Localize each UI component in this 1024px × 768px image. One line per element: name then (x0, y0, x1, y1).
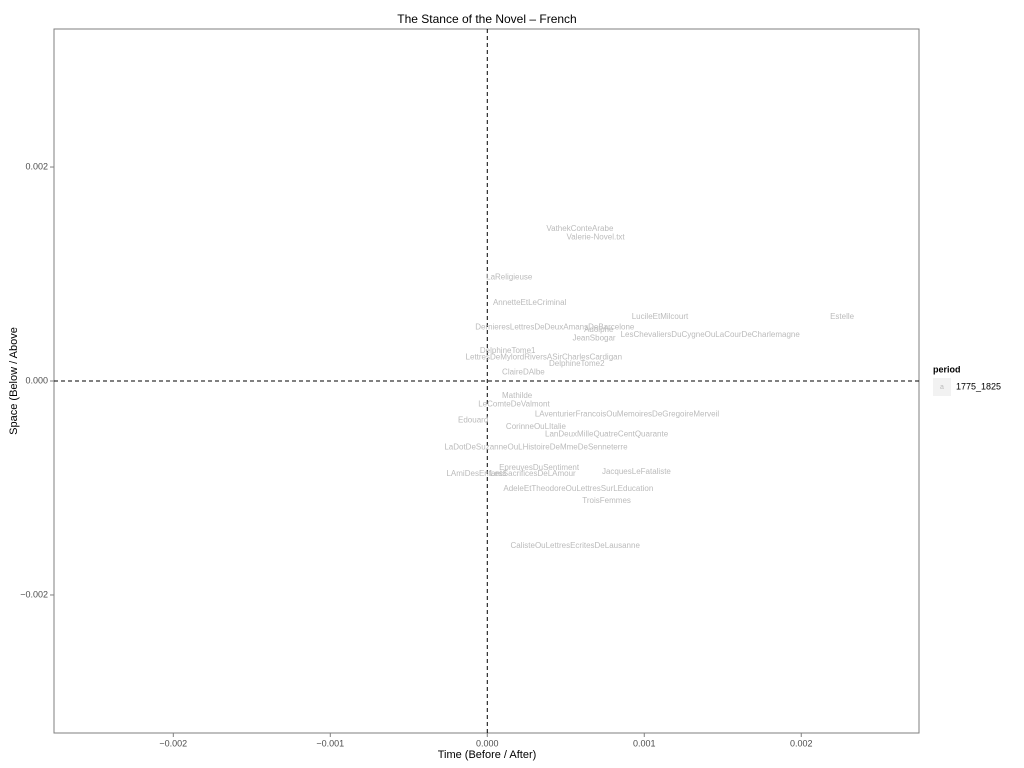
y-tick-label: 0.000 (25, 375, 48, 385)
point-label: LAventurierFrancoisOuMemoiresDeGregoireM… (535, 409, 720, 418)
point-label: DelphineTome1 (480, 346, 536, 355)
point-label: LaReligieuse (486, 272, 533, 281)
y-axis-label: Space (Below / Above (8, 327, 20, 435)
x-axis-label: Time (Before / After) (438, 749, 537, 761)
point-label: VathekConteArabe (546, 224, 614, 233)
x-tick-label: 0.002 (790, 738, 813, 748)
point-label: Edouard (458, 416, 488, 425)
point-label: AnnetteEtLeCriminal (493, 298, 567, 307)
point-label: LesSacrificesDeLAmour (490, 469, 576, 478)
point-label: CalisteOuLettresEcritesDeLausanne (510, 541, 640, 550)
point-label: Valerie-Novel.txt (567, 233, 626, 242)
point-label: LeComteDeValmont (478, 400, 550, 409)
x-tick-label: −0.001 (316, 738, 344, 748)
y-tick-label: 0.002 (25, 161, 48, 171)
legend-title: period (933, 364, 961, 374)
point-label: LesChevaliersDuCygneOuLaCourDeCharlemagn… (621, 330, 801, 339)
point-label: DelphineTome2 (549, 359, 605, 368)
point-label: EpreuvesDuSentiment (499, 463, 580, 472)
x-tick-label: 0.000 (476, 738, 499, 748)
chart-title: The Stance of the Novel – French (397, 12, 576, 26)
point-label: TroisFemmes (582, 496, 631, 505)
point-label: LaDotDeSuzanneOuLHistoireDeMmeDeSenneter… (444, 442, 628, 451)
point-label: DernieresLettresDeDeuxAmansDeBarcelone (475, 323, 635, 332)
point-label: LucileEtMilcourt (632, 312, 689, 321)
point-label: Mathilde (502, 391, 533, 400)
point-label: LettresDeMylordRiversASirCharlesCardigan (466, 353, 623, 362)
point-label: CorinneOuLItalie (506, 422, 567, 431)
point-label: ClaireDAlbe (502, 368, 545, 377)
legend-key-glyph: a (940, 384, 944, 391)
point-label: Adolphe (584, 325, 614, 334)
point-label: Estelle (830, 312, 855, 321)
point-label: JeanSbogar (572, 333, 615, 342)
x-tick-label: −0.002 (159, 738, 187, 748)
point-label: JacquesLeFataliste (602, 467, 671, 476)
x-tick-label: 0.001 (633, 738, 656, 748)
y-tick-label: −0.002 (20, 589, 48, 599)
legend-key (933, 378, 951, 396)
point-label: LAmiDesEnfants (446, 469, 506, 478)
plot-panel (53, 28, 920, 734)
point-label: AdeleEtTheodoreOuLettresSurLEducation (503, 484, 653, 493)
point-label: LanDeuxMilleQuatreCentQuarante (545, 430, 669, 439)
legend-label: 1775_1825 (956, 381, 1001, 391)
